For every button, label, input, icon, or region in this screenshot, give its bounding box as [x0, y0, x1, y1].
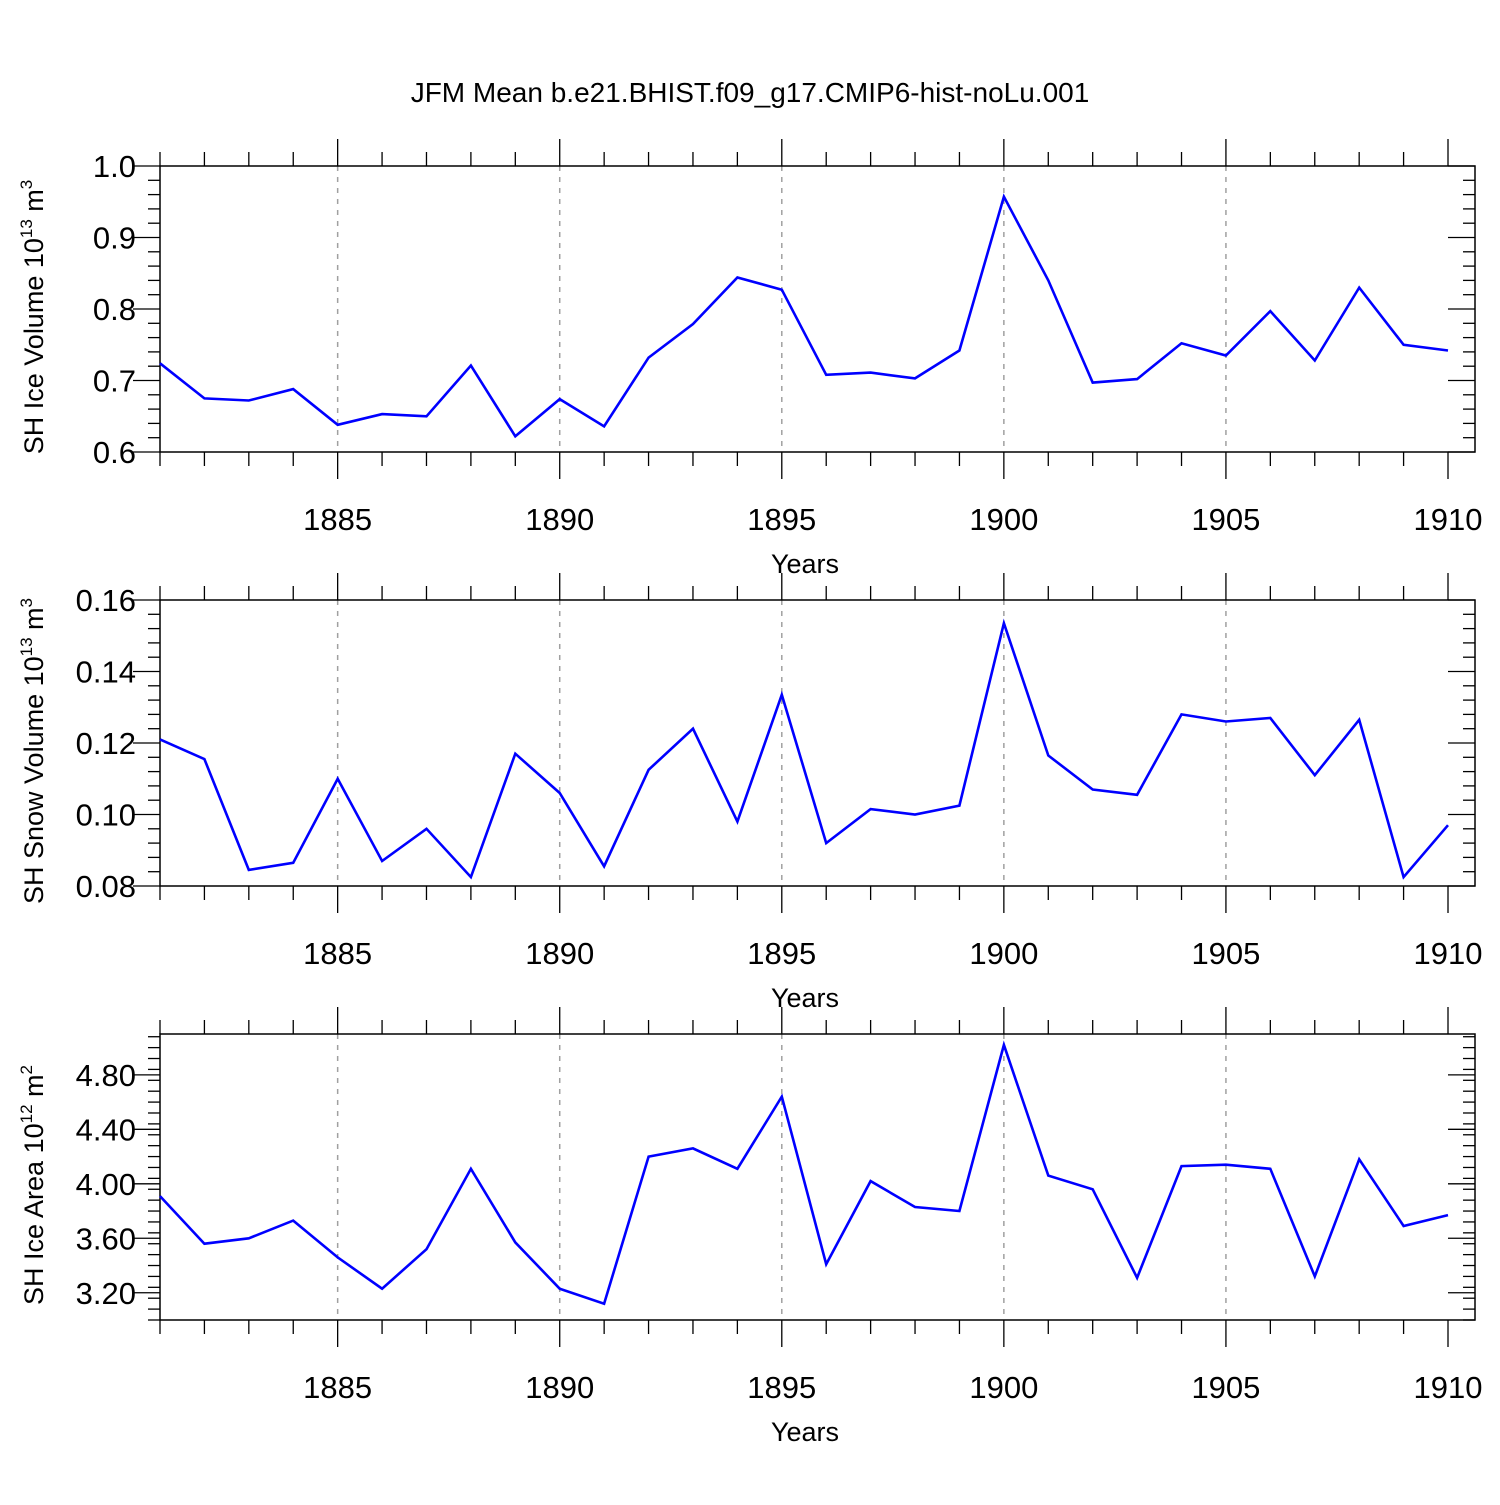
y-tick-label: 3.60	[76, 1221, 136, 1256]
x-tick-label: 1895	[747, 502, 816, 537]
y-axis-label-part: 3	[17, 598, 36, 607]
y-axis-label-part: 13	[17, 637, 36, 656]
y-tick-label: 0.08	[76, 869, 136, 904]
chart-title: JFM Mean b.e21.BHIST.f09_g17.CMIP6-hist-…	[411, 77, 1090, 108]
x-tick-label: 1885	[303, 1370, 372, 1405]
x-tick-label: 1890	[525, 1370, 594, 1405]
y-axis-label-part: m	[19, 607, 49, 637]
y-axis-label-part: 2	[17, 1065, 36, 1074]
plot-frame	[159, 1033, 1476, 1321]
x-tick-label: 1895	[747, 1370, 816, 1405]
x-axis-label: Years	[771, 1417, 839, 1447]
x-tick-label: 1905	[1191, 936, 1260, 971]
y-axis-label-part: 12	[17, 1104, 36, 1123]
y-tick-label: 0.8	[93, 292, 136, 327]
y-tick-label: 0.7	[93, 364, 136, 399]
plot-frame	[159, 599, 1476, 887]
x-tick-label: 1890	[525, 502, 594, 537]
plot-frame	[159, 165, 1476, 453]
x-tick-label: 1885	[303, 936, 372, 971]
y-tick-label: 0.16	[76, 583, 136, 618]
y-tick-label: 4.00	[76, 1167, 136, 1202]
x-tick-label: 1900	[969, 936, 1038, 971]
series-line	[159, 1040, 1449, 1306]
y-axis-label: SH Ice Area 1012 m2	[17, 1065, 49, 1305]
y-axis-label-part: SH Ice Area 10	[19, 1123, 49, 1305]
y-tick-label: 0.6	[93, 435, 136, 470]
panel-3: 3.20 3.60 4.00 4.40 4.80 1885 1890 1895 1900 1905…	[17, 1007, 1482, 1447]
y-tick-label: 0.14	[76, 655, 136, 690]
x-tick-label: 1900	[969, 1370, 1038, 1405]
y-axis-label-part: m	[19, 1074, 49, 1104]
y-tick-label: 0.12	[76, 726, 136, 761]
y-axis-label-part: 3	[17, 180, 36, 189]
y-axis-label-part: SH Snow Volume 10	[19, 656, 49, 904]
x-tick-label: 1905	[1191, 1370, 1260, 1405]
series-line	[159, 618, 1449, 880]
y-axis-label: SH Snow Volume 1013 m3	[17, 598, 49, 904]
y-axis-label-part: 13	[17, 219, 36, 238]
x-tick-label: 1885	[303, 502, 372, 537]
panel-2: 0.08 0.10 0.12 0.14 0.16 1885 1890 1895 1900 1905…	[17, 573, 1482, 1013]
series-line	[159, 193, 1449, 439]
y-tick-label: 1.0	[93, 149, 136, 184]
y-axis-label-part: SH Ice Volume 10	[19, 238, 49, 454]
y-tick-label: 0.10	[76, 798, 136, 833]
x-tick-label: 1890	[525, 936, 594, 971]
x-tick-label: 1895	[747, 936, 816, 971]
y-tick-label: 4.40	[76, 1112, 136, 1147]
x-tick-label: 1910	[1414, 502, 1483, 537]
x-tick-label: 1905	[1191, 502, 1260, 537]
y-tick-label: 0.9	[93, 221, 136, 256]
y-tick-label: 4.80	[76, 1058, 136, 1093]
y-tick-label: 3.20	[76, 1276, 136, 1311]
x-tick-label: 1910	[1414, 936, 1483, 971]
x-tick-label: 1900	[969, 502, 1038, 537]
x-tick-label: 1910	[1414, 1370, 1483, 1405]
y-axis-label: SH Ice Volume 1013 m3	[17, 180, 49, 455]
y-axis-label-part: m	[19, 189, 49, 219]
